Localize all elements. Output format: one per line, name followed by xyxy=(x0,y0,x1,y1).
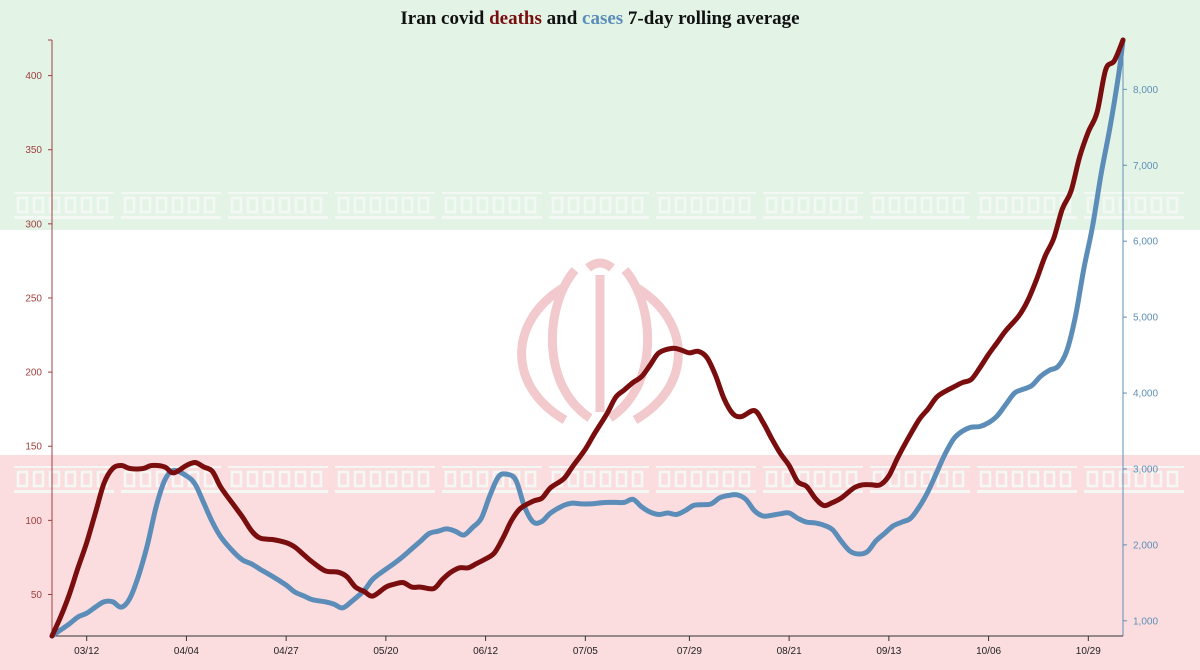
left-axis-tick-label: 200 xyxy=(25,368,42,379)
x-axis-tick-label: 08/21 xyxy=(777,646,802,657)
title-prefix: Iran covid xyxy=(400,8,490,29)
title-deaths-word: deaths xyxy=(489,8,542,29)
right-axis: 1,000 2,000 3,000 4,000 5,000 6,000 7,000 8,000 xyxy=(1122,40,1158,636)
right-axis-tick-label: 4,000 xyxy=(1133,389,1158,400)
left-axis-tick-label: 300 xyxy=(25,219,42,230)
x-axis-tick-label: 04/04 xyxy=(174,646,199,657)
title-connector: and xyxy=(541,8,583,29)
flag-emblem xyxy=(517,258,683,424)
flag-takbir-top-pattern xyxy=(14,192,1184,219)
flag-green-band xyxy=(0,0,1200,230)
left-axis-tick-label: 50 xyxy=(31,590,43,601)
x-axis-tick-label: 10/29 xyxy=(1076,646,1101,657)
cases-series-line xyxy=(49,37,1126,639)
title-suffix: 7-day rolling average xyxy=(623,8,800,29)
x-axis-tick-label: 10/06 xyxy=(976,646,1001,657)
x-axis-tick-label: 03/12 xyxy=(74,646,99,657)
x-axis-tick-label: 07/29 xyxy=(677,646,702,657)
right-axis-tick-label: 7,000 xyxy=(1133,161,1158,172)
series-layer xyxy=(49,37,1126,639)
left-axis-tick-label: 100 xyxy=(25,516,42,527)
left-axis-tick-label: 150 xyxy=(25,442,42,453)
right-axis-tick-label: 1,000 xyxy=(1133,616,1158,627)
x-axis-tick-label: 07/05 xyxy=(573,646,598,657)
left-axis: 50 100 150 200 250 300 350 400 xyxy=(25,39,53,636)
chart-title: Iran covid deaths and cases 7-day rollin… xyxy=(0,8,1200,30)
right-axis-tick-label: 3,000 xyxy=(1133,464,1158,475)
right-axis-tick-label: 2,000 xyxy=(1133,540,1158,551)
x-axis-tick-label: 09/13 xyxy=(876,646,901,657)
right-axis-tick-label: 5,000 xyxy=(1133,313,1158,324)
title-cases-word: cases xyxy=(582,8,624,29)
left-axis-tick-label: 250 xyxy=(25,293,42,304)
x-axis: 03/12 04/04 04/27 05/20 06/12 07/05 07/29 08/21… xyxy=(52,635,1123,657)
x-axis-tick-label: 05/20 xyxy=(373,646,398,657)
deaths-series-line xyxy=(49,37,1126,639)
x-axis-tick-label: 06/12 xyxy=(473,646,498,657)
right-axis-tick-label: 6,000 xyxy=(1133,237,1158,248)
right-axis-tick-label: 8,000 xyxy=(1133,85,1158,96)
left-axis-tick-label: 350 xyxy=(25,145,42,156)
left-axis-tick-label: 400 xyxy=(25,71,42,82)
x-axis-tick-label: 04/27 xyxy=(274,646,299,657)
